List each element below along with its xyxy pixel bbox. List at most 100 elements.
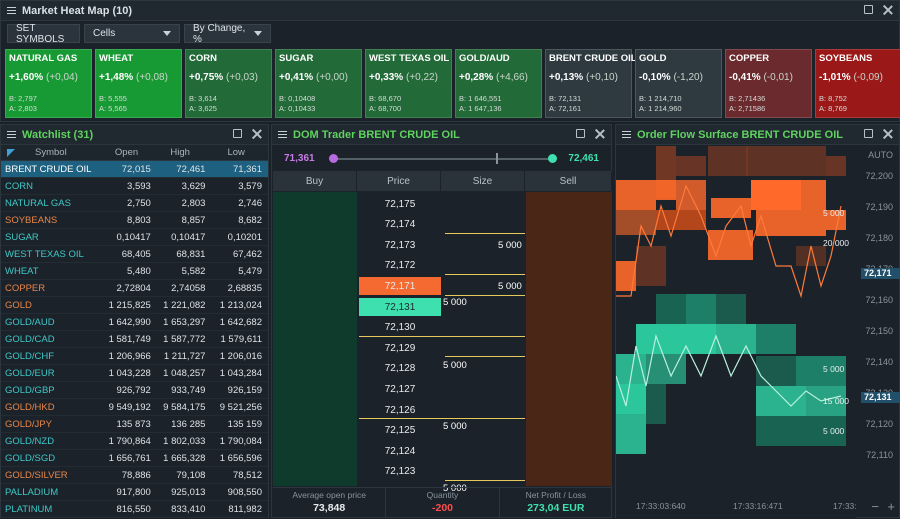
maximize-icon[interactable] bbox=[864, 129, 873, 138]
row-high: 1 587,772 bbox=[163, 333, 206, 345]
table-row[interactable]: GOLD/NZD 1 790,864 1 802,033 1 790,084 bbox=[1, 433, 268, 450]
best-ask-price[interactable]: 72,171 bbox=[359, 277, 441, 296]
table-row[interactable]: GOLD/HKD 9 549,192 9 584,175 9 521,256 bbox=[1, 399, 268, 416]
price-level[interactable]: 72,172 bbox=[384, 260, 416, 272]
menu-icon[interactable] bbox=[622, 131, 631, 138]
table-row[interactable]: SOYBEANS 8,803 8,857 8,682 bbox=[1, 212, 268, 229]
price-range-slider[interactable]: 71,361 72,461 bbox=[272, 147, 611, 169]
price-level[interactable]: 72,130 bbox=[384, 322, 416, 334]
table-row[interactable]: GOLD/EUR 1 043,228 1 048,257 1 043,284 bbox=[1, 365, 268, 382]
table-row[interactable]: GOLD 1 215,825 1 221,082 1 213,024 bbox=[1, 297, 268, 314]
bid-volume-cell bbox=[646, 384, 666, 424]
buy-column-area[interactable] bbox=[273, 192, 357, 486]
table-row[interactable]: GOLD/CHF 1 206,966 1 211,727 1 206,016 bbox=[1, 348, 268, 365]
table-row[interactable]: GOLD/GBP 926,792 933,749 926,159 bbox=[1, 382, 268, 399]
tile-ask: A: 68,700 bbox=[369, 104, 402, 113]
price-level[interactable]: 72,125 bbox=[384, 425, 416, 437]
heat-tile[interactable]: COPPER -0,41% (-0,01) B: 2,71436 A: 2,715… bbox=[725, 49, 812, 118]
menu-icon[interactable] bbox=[7, 131, 16, 138]
zoom-out-icon[interactable]: − bbox=[871, 499, 879, 514]
heat-tile[interactable]: WHEAT +1,48% (+0,08) B: 5,555 A: 5,565 bbox=[95, 49, 182, 118]
heat-tile[interactable]: GOLD/AUD +0,28% (+4,66) B: 1 646,551 A: 1… bbox=[455, 49, 542, 118]
slider-track[interactable] bbox=[332, 158, 552, 160]
zoom-in-icon[interactable]: + bbox=[887, 499, 895, 514]
table-row[interactable]: GOLD/SILVER 78,886 79,108 78,512 bbox=[1, 467, 268, 484]
row-high: 1 211,727 bbox=[163, 350, 206, 362]
table-row[interactable]: NATURAL GAS 2,750 2,803 2,746 bbox=[1, 195, 268, 212]
row-low: 1 579,611 bbox=[220, 333, 262, 345]
heat-tile[interactable]: SUGAR +0,41% (+0,00) B: 0,10408 A: 0,1043… bbox=[275, 49, 362, 118]
ask-volume-cell bbox=[616, 261, 636, 291]
table-row[interactable]: GOLD/JPY 135 873 136 285 135 159 bbox=[1, 416, 268, 433]
price-level[interactable]: 72,174 bbox=[384, 219, 416, 231]
price-level[interactable]: 72,123 bbox=[384, 466, 416, 478]
table-row[interactable]: COPPER 2,72804 2,74058 2,68835 bbox=[1, 280, 268, 297]
row-high: 79,108 bbox=[176, 469, 206, 481]
slider-high-handle[interactable] bbox=[548, 154, 557, 163]
order-flow-titlebar[interactable]: Order Flow Surface BRENT CRUDE OIL bbox=[616, 125, 899, 145]
column-high[interactable]: High bbox=[170, 147, 190, 158]
close-icon[interactable] bbox=[883, 129, 893, 139]
column-size: Size bbox=[441, 171, 525, 191]
row-high: 933,749 bbox=[171, 384, 206, 396]
price-level[interactable]: 72,127 bbox=[384, 383, 416, 395]
table-row[interactable]: GOLD/SGD 1 656,761 1 665,328 1 656,596 bbox=[1, 450, 268, 467]
sell-column-area[interactable] bbox=[526, 192, 612, 486]
table-row[interactable]: PALLADIUM 917,800 925,013 908,550 bbox=[1, 484, 268, 501]
bid-volume-cell bbox=[656, 294, 686, 324]
price-level[interactable]: 72,173 bbox=[384, 239, 416, 251]
cells-dropdown[interactable]: Cells bbox=[84, 24, 180, 43]
watchlist-rows: BRENT CRUDE OIL 72,015 72,461 71,361 CORN… bbox=[1, 161, 268, 518]
price-level[interactable]: 72,175 bbox=[384, 198, 416, 210]
table-row[interactable]: WHEAT 5,480 5,582 5,479 bbox=[1, 263, 268, 280]
price-level[interactable]: 72,126 bbox=[384, 404, 416, 416]
volume-label: 5 000 bbox=[823, 426, 845, 436]
column-open[interactable]: Open bbox=[114, 147, 139, 158]
maximize-icon[interactable] bbox=[864, 5, 873, 14]
heat-tile[interactable]: NATURAL GAS +1,60% (+0,04) B: 2,797 A: 2,… bbox=[5, 49, 92, 118]
tile-bid-ask: B: 68,670 A: 68,700 bbox=[369, 94, 401, 114]
dom-titlebar[interactable]: DOM Trader BRENT CRUDE OIL bbox=[272, 125, 611, 145]
best-bid-price[interactable]: 72,131 bbox=[359, 298, 441, 316]
heat-tile[interactable]: BRENT CRUDE OIL +0,13% (+0,10) B: 72,131… bbox=[545, 49, 637, 118]
maximize-icon[interactable] bbox=[576, 129, 585, 138]
heat-tile[interactable]: SOYBEANS -1,01% (-0,09) B: 8,752 A: 8,769 bbox=[815, 49, 900, 118]
column-symbol[interactable]: Symbol bbox=[1, 147, 102, 158]
close-icon[interactable] bbox=[595, 129, 605, 139]
tile-ask: A: 1 647,136 bbox=[459, 104, 502, 113]
close-icon[interactable] bbox=[883, 5, 893, 15]
heat-tile[interactable]: CORN +0,75% (+0,03) B: 3,614 A: 3,625 bbox=[185, 49, 272, 118]
slider-low-handle[interactable] bbox=[329, 154, 338, 163]
table-row[interactable]: GOLD/CAD 1 581,749 1 587,772 1 579,611 bbox=[1, 331, 268, 348]
row-high: 2,803 bbox=[181, 197, 206, 209]
maximize-icon[interactable] bbox=[233, 129, 242, 138]
ask-volume-cell bbox=[711, 198, 751, 218]
price-level[interactable]: 72,128 bbox=[384, 363, 416, 375]
set-symbols-button[interactable]: SET SYMBOLS bbox=[7, 23, 80, 45]
heat-tile[interactable]: WEST TEXAS OIL +0,33% (+0,22) B: 68,670 A… bbox=[365, 49, 452, 118]
table-row[interactable]: WEST TEXAS OIL 68,405 68,831 67,462 bbox=[1, 246, 268, 263]
row-low: 8,682 bbox=[238, 214, 262, 226]
table-row[interactable]: BRENT CRUDE OIL 72,015 72,461 71,361 bbox=[1, 161, 268, 178]
heat-tile[interactable]: GOLD -0,10% (-1,20) B: 1 214,710 A: 1 214… bbox=[635, 49, 722, 118]
order-flow-chart[interactable] bbox=[616, 146, 856, 519]
level-divider bbox=[359, 336, 525, 337]
auto-scale-label[interactable]: AUTO bbox=[868, 150, 893, 160]
column-low[interactable]: Low bbox=[227, 147, 245, 158]
table-row[interactable]: CORN 3,593 3,629 3,579 bbox=[1, 178, 268, 195]
close-icon[interactable] bbox=[252, 129, 262, 139]
price-level[interactable]: 72,129 bbox=[384, 342, 416, 354]
menu-icon[interactable] bbox=[7, 7, 16, 14]
table-row[interactable]: SUGAR 0,10417 0,10417 0,10201 bbox=[1, 229, 268, 246]
watchlist-titlebar[interactable]: Watchlist (31) bbox=[1, 125, 268, 145]
table-row[interactable]: GOLD/AUD 1 642,990 1 653,297 1 642,682 bbox=[1, 314, 268, 331]
row-open: 1 581,749 bbox=[108, 333, 151, 345]
cells-dropdown-value: Cells bbox=[93, 28, 116, 39]
sort-dropdown[interactable]: By Change, % bbox=[184, 23, 271, 45]
order-flow-surface[interactable]: AUTO 72,20072,19072,18072,17072,16072,15… bbox=[616, 146, 900, 519]
table-row[interactable]: PLATINUM 816,550 833,410 811,982 bbox=[1, 501, 268, 518]
menu-icon[interactable] bbox=[278, 131, 287, 138]
heat-map-titlebar[interactable]: Market Heat Map (10) bbox=[1, 1, 899, 21]
price-level[interactable]: 72,124 bbox=[384, 445, 416, 457]
row-symbol: PLATINUM bbox=[5, 503, 53, 515]
